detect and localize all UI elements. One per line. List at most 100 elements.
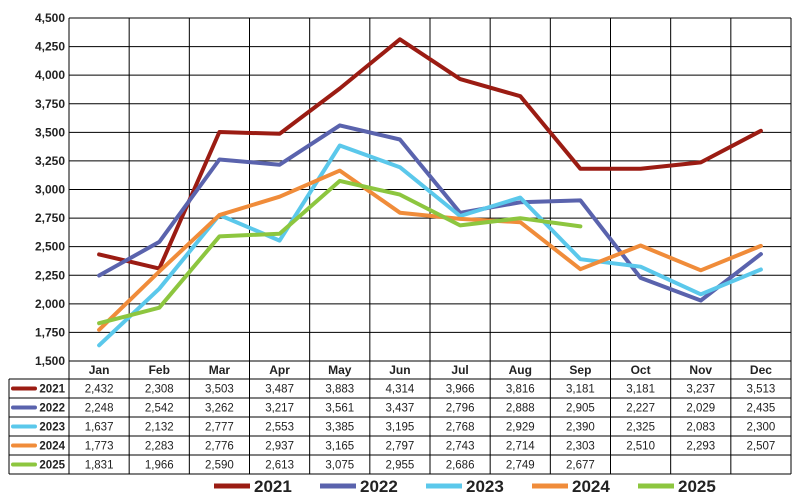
y-tick-label: 3,500 [35,125,65,139]
row-label: 2025 [39,460,65,472]
series-lines [97,37,763,348]
data-label: 2,390 [566,422,595,434]
y-tick-label: 3,250 [35,154,65,168]
legend-label: 2021 [254,477,292,496]
data-label: 3,075 [325,460,354,472]
y-tick-label: 2,000 [35,297,65,311]
data-label: 3,181 [566,384,595,396]
y-tick-label: 4,250 [35,40,65,54]
data-label: 2,888 [506,403,535,415]
y-tick-label: 4,500 [35,11,65,25]
data-label: 2,283 [145,441,174,453]
data-label: 2,435 [747,403,776,415]
x-tick-label: Feb [149,363,170,377]
row-label: 2023 [39,422,65,434]
x-tick-label: Sep [569,363,591,377]
data-label: 2,132 [145,422,174,434]
data-label: 2,325 [626,422,655,434]
legend-label: 2022 [360,477,398,496]
data-label: 3,883 [325,384,354,396]
data-label: 2,768 [446,422,475,434]
data-label: 3,561 [325,403,354,415]
y-tick-label: 2,500 [35,240,65,254]
data-label: 2,300 [747,422,776,434]
data-label: 2,686 [446,460,475,472]
data-label: 2,029 [686,403,715,415]
y-tick-label: 3,750 [35,97,65,111]
data-label: 2,542 [145,403,174,415]
series-line-2021 [97,37,763,271]
x-tick-label: Mar [209,363,231,377]
x-tick-label: Jun [389,363,410,377]
y-tick-label: 2,750 [35,211,65,225]
data-label: 3,513 [747,384,776,396]
data-label: 2,955 [386,460,415,472]
data-label: 3,181 [626,384,655,396]
series-line-2024 [97,168,763,332]
legend-label: 2023 [466,477,504,496]
x-tick-label: Oct [631,363,651,377]
x-tick-label: Jan [89,363,110,377]
data-label: 2,590 [205,460,234,472]
series-line-2025 [97,178,583,326]
data-label: 2,749 [506,460,535,472]
data-label: 2,714 [506,441,535,453]
data-label: 2,227 [626,403,655,415]
legend-label: 2024 [572,477,610,496]
data-label: 2,677 [566,460,595,472]
x-tick-label: Jul [451,363,468,377]
data-label: 2,905 [566,403,595,415]
data-label: 1,637 [85,422,114,434]
data-label: 3,262 [205,403,234,415]
data-label: 3,195 [386,422,415,434]
x-tick-label: May [328,363,352,377]
series-line-2022 [97,123,763,303]
x-tick-label: Aug [509,363,532,377]
data-label: 3,217 [265,403,294,415]
data-label: 2,929 [506,422,535,434]
data-label: 2,777 [205,422,234,434]
data-label: 1,831 [85,460,114,472]
data-table: Jan Feb Mar Apr May Jun Jul Aug Sep Oct Nov Dec 2021… [8,360,792,475]
data-label: 1,966 [145,460,174,472]
data-label: 2,796 [446,403,475,415]
data-label: 4,314 [386,384,415,396]
data-label: 2,510 [626,441,655,453]
data-label: 2,293 [686,441,715,453]
data-label: 2,613 [265,460,294,472]
data-label: 3,503 [205,384,234,396]
data-label: 2,553 [265,422,294,434]
data-label: 2,248 [85,403,114,415]
row-label: 2022 [39,403,65,415]
data-label: 2,937 [265,441,294,453]
data-label: 2,303 [566,441,595,453]
legend-label: 2025 [678,477,716,496]
data-label: 2,743 [446,441,475,453]
y-tick-label: 4,000 [35,68,65,82]
data-label: 2,797 [386,441,415,453]
y-tick-label: 2,250 [35,268,65,282]
y-tick-label: 1,500 [35,354,65,368]
x-tick-label: Nov [689,363,712,377]
y-tick-label: 1,750 [35,325,65,339]
data-label: 3,165 [325,441,354,453]
data-label: 2,507 [747,441,776,453]
data-label: 3,487 [265,384,294,396]
row-label: 2024 [39,441,65,453]
data-label: 3,437 [386,403,415,415]
data-label: 1,773 [85,441,114,453]
data-label: 2,776 [205,441,234,453]
data-label: 3,237 [686,384,715,396]
row-label: 2021 [39,384,65,396]
data-label: 2,308 [145,384,174,396]
x-tick-label: Apr [269,363,290,377]
data-label: 3,966 [446,384,475,396]
series-line-2023 [97,143,763,348]
x-tick-label: Dec [750,363,772,377]
data-label: 3,385 [325,422,354,434]
y-tick-label: 3,000 [35,183,65,197]
legend: 2021 2022 2023 2024 2025 [214,477,716,496]
data-label: 2,432 [85,384,114,396]
data-label: 3,816 [506,384,535,396]
